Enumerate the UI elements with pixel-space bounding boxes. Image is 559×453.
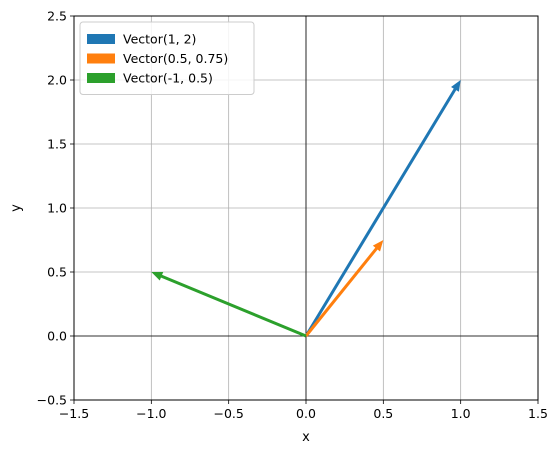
legend-label-2: Vector(-1, 0.5) xyxy=(123,71,213,86)
x-tick-label-1: −1.0 xyxy=(136,406,166,421)
vector-arrowhead-0 xyxy=(451,80,461,92)
y-axis-label: y xyxy=(9,204,24,212)
y-tick-label-3: 1.0 xyxy=(47,201,67,216)
vector-0 xyxy=(304,80,461,337)
y-tick-label-2: 0.5 xyxy=(47,265,67,280)
x-tick-label-5: 1.0 xyxy=(451,406,471,421)
y-tick-label-1: 0.0 xyxy=(47,329,67,344)
legend-swatch-1 xyxy=(87,53,115,64)
vector-shaft-0 xyxy=(304,87,458,337)
legend: Vector(1, 2) Vector(0.5, 0.75) Vector(-1, … xyxy=(79,21,255,95)
x-tick-label-0: −1.5 xyxy=(59,406,89,421)
legend-box xyxy=(79,21,255,95)
y-tick-label-4: 1.5 xyxy=(47,137,67,152)
x-tick-label-2: −0.5 xyxy=(213,406,243,421)
vector-arrowhead-2 xyxy=(151,271,164,281)
legend-label-1: Vector(0.5, 0.75) xyxy=(123,51,228,66)
ticks: −1.5 −1.0 −0.5 0.0 0.5 1.0 1.5 −0.5 0.0 0.5 1.0 1.5… xyxy=(37,9,548,422)
vector-2 xyxy=(151,271,307,338)
x-tick-label-3: 0.0 xyxy=(296,406,316,421)
vector-arrowhead-1 xyxy=(372,240,384,252)
vectors xyxy=(151,80,461,338)
legend-swatch-2 xyxy=(87,73,115,83)
x-axis-label: x xyxy=(302,430,310,445)
y-tick-label-6: 2.5 xyxy=(47,9,67,24)
vector-shaft-1 xyxy=(304,246,379,337)
x-tick-label-4: 0.5 xyxy=(373,406,393,421)
legend-label-0: Vector(1, 2) xyxy=(123,32,196,47)
vector-shaft-2 xyxy=(159,274,307,338)
legend-swatch-0 xyxy=(87,34,115,44)
vector-1 xyxy=(304,240,384,337)
y-tick-label-0: −0.5 xyxy=(37,393,67,408)
y-tick-label-5: 2.0 xyxy=(47,73,67,88)
x-tick-label-6: 1.5 xyxy=(528,406,548,421)
